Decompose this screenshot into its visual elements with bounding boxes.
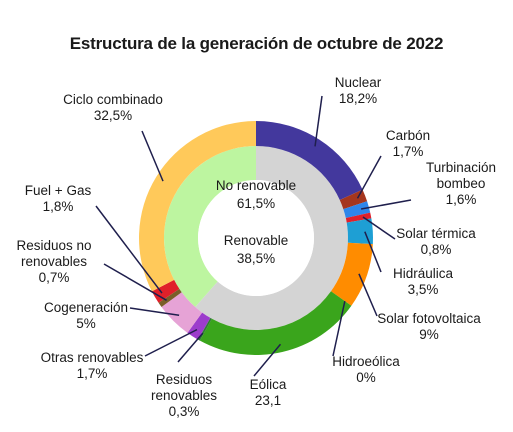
leader-line-solar-termica	[362, 216, 396, 240]
label-cogeneracion: Cogeneración	[44, 300, 128, 315]
leader-line-solar-fotovoltaica	[358, 273, 378, 317]
label-solar-termica: Solar térmica	[396, 226, 476, 241]
label-solar-fotovoltaica: Solar fotovoltaica	[377, 311, 481, 326]
value-eolica: 23,1	[255, 393, 281, 408]
leader-line-hidroeolica	[332, 300, 346, 357]
outer-slice-solar-fotovoltaica	[330, 242, 373, 306]
value-otras-renovables: 1,7%	[77, 366, 108, 381]
value-residuos-renovables: 0,3%	[169, 404, 200, 419]
leader-line-eolica	[253, 343, 282, 377]
outer-slice-ciclo-combinado	[138, 121, 256, 292]
chart-title: Estructura de la generación de octubre d…	[69, 34, 444, 53]
value-carbon: 1,7%	[393, 144, 424, 159]
leader-line-nuclear	[314, 95, 323, 147]
leader-line-residuos-no-renovables	[103, 263, 167, 301]
label-hidraulica: Hidráulica	[393, 266, 454, 281]
outer-slice-cogeneracion	[161, 292, 203, 333]
value-residuos-no-renovables: 0,7%	[39, 270, 70, 285]
leader-line-otras-renovables	[144, 328, 198, 357]
value-nuclear: 18,2%	[339, 91, 377, 106]
value-ciclo-combinado: 32,5%	[94, 108, 132, 123]
label-fuel-gas: Fuel + Gas	[25, 183, 92, 198]
label-hidroeolica: Hidroeólica	[332, 354, 400, 369]
inner-label-renovable: Renovable	[224, 233, 289, 248]
leader-line-turbinacion-bombeo	[360, 199, 412, 210]
label-carbon: Carbón	[386, 128, 430, 143]
value-solar-termica: 0,8%	[421, 242, 452, 257]
value-cogeneracion: 5%	[76, 316, 96, 331]
leader-line-fuel-gas	[95, 205, 163, 294]
inner-value-renovable: 38,5%	[237, 251, 275, 266]
leader-line-cogeneracion	[129, 307, 180, 316]
inner-slice-renovable	[164, 146, 256, 308]
value-hidraulica: 3,5%	[408, 282, 439, 297]
outer-slice-otras-renovables	[187, 312, 211, 340]
label-residuos-no-renovables-line2: renovables	[21, 254, 87, 269]
label-residuos-renovables-line2: renovables	[151, 388, 217, 403]
leader-line-residuos-renovables	[177, 332, 204, 363]
outer-slice-fuel-gas	[151, 279, 180, 303]
inner-label-no-renovable: No renovable	[216, 178, 296, 193]
label-turbinacion-bombeo-line1: Turbinación	[426, 160, 496, 175]
label-turbinacion-bombeo-line2: bombeo	[437, 176, 486, 191]
label-residuos-no-renovables-line1: Residuos no	[16, 238, 91, 253]
outer-slice-eolica	[199, 291, 352, 356]
outer-slice-solar-termica	[345, 212, 372, 223]
outer-slice-turbinacion-bombeo	[343, 201, 371, 219]
label-ciclo-combinado: Ciclo combinado	[63, 92, 163, 107]
outer-slice-nuclear	[256, 121, 363, 200]
value-solar-fotovoltaica: 9%	[419, 327, 439, 342]
value-fuel-gas: 1,8%	[43, 199, 74, 214]
label-eolica: Eólica	[250, 377, 287, 392]
label-nuclear: Nuclear	[335, 75, 382, 90]
value-hidroeolica: 0%	[356, 370, 376, 385]
inner-value-no-renovable: 61,5%	[237, 196, 275, 211]
label-residuos-renovables-line1: Residuos	[156, 372, 213, 387]
leader-line-hidraulica	[364, 231, 382, 273]
value-turbinacion-bombeo: 1,6%	[446, 192, 477, 207]
leader-line-carbon	[356, 155, 382, 199]
outer-slice-residuos-no-renovables	[158, 288, 182, 307]
label-otras-renovables: Otras renovables	[41, 350, 144, 365]
leader-line-ciclo-combinado	[141, 130, 164, 182]
inner-slice-no-renovable	[195, 146, 348, 330]
